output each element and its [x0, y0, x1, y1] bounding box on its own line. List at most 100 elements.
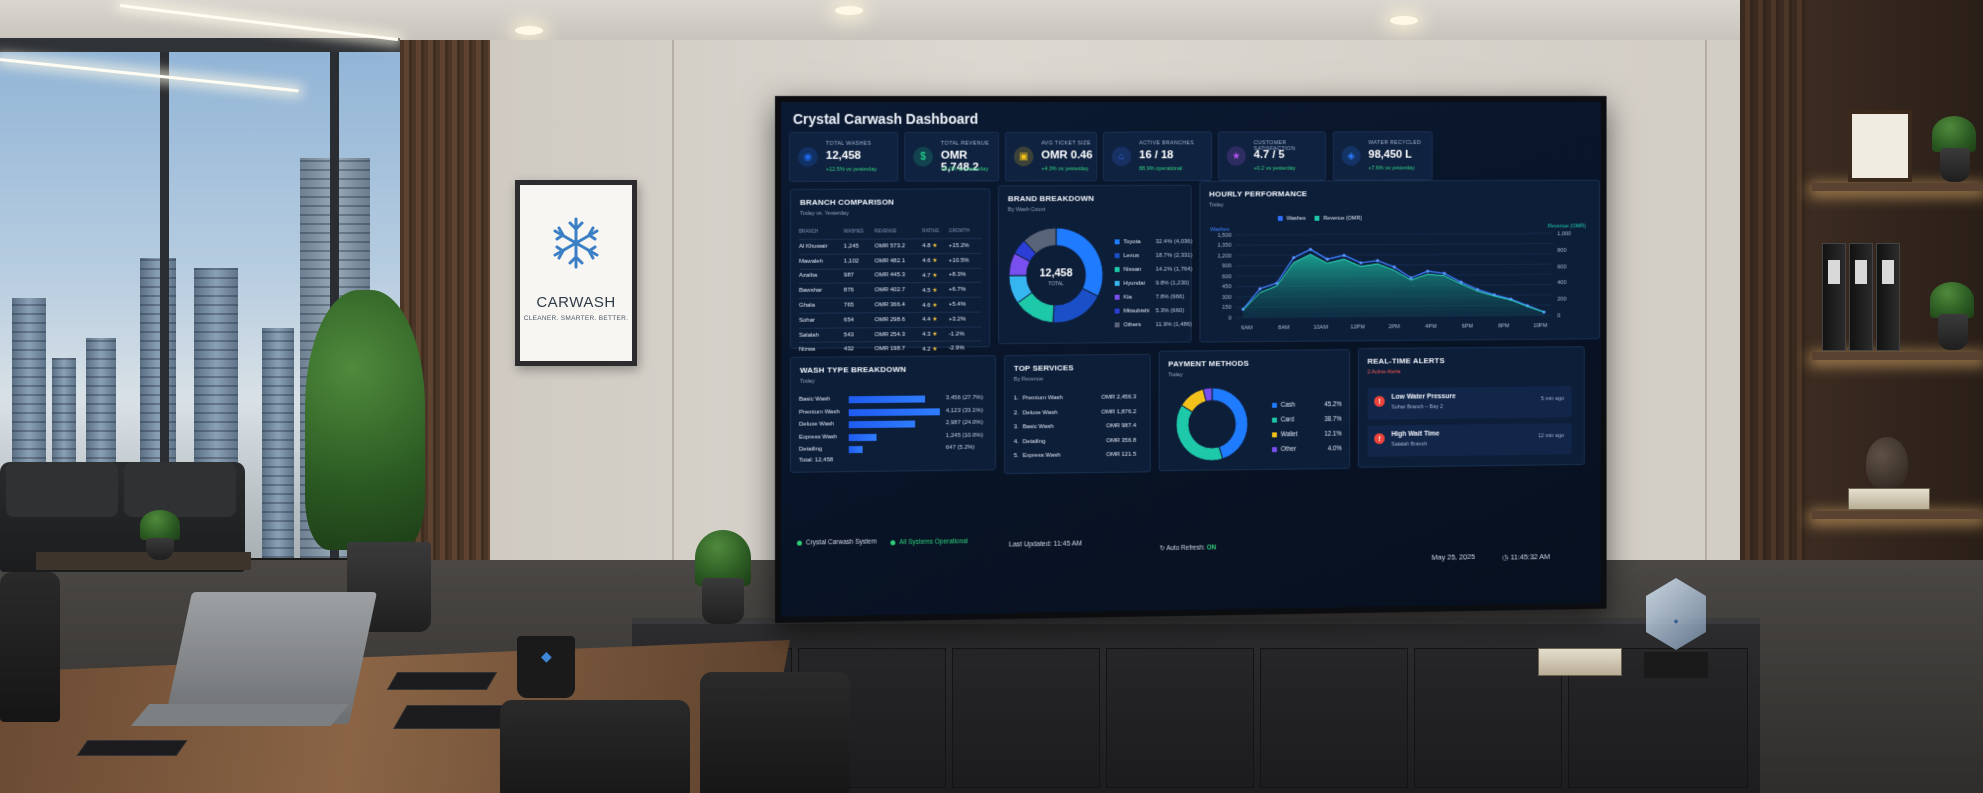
alert-title: High Wait Time [1391, 431, 1439, 438]
payment-legend-item[interactable]: Wallet 12.1% [1272, 431, 1341, 439]
revenue-area [1243, 253, 1544, 317]
washes-point[interactable] [1359, 261, 1362, 264]
legend-percent: 11.9% [1156, 322, 1172, 328]
wash-type-row[interactable]: Premium Wash 4,123 (33.1%) [799, 406, 991, 418]
legend-value: 9.8% (1,230) [1156, 280, 1189, 286]
payment-legend-item[interactable]: Other 4.0% [1272, 445, 1341, 453]
auto-refresh-toggle[interactable]: ↻ Auto Refresh: ON [1160, 543, 1217, 552]
column-header: GROWTH [949, 227, 981, 239]
plant-pot [702, 578, 744, 624]
washes-point[interactable] [1326, 258, 1329, 261]
panel-subtitle: Today [1168, 372, 1182, 378]
ceiling [0, 0, 1983, 40]
cell-branch: Mawaleh [799, 254, 844, 269]
legend-percent: 32.4% [1156, 239, 1173, 245]
washes-point[interactable] [1426, 270, 1429, 273]
office-chair [0, 572, 60, 722]
legend-count: 4,036 [1176, 239, 1191, 245]
washes-point[interactable] [1292, 256, 1295, 259]
brand-legend-item[interactable]: Nissan 14.2% (1,764) [1115, 267, 1142, 273]
service-rank: 4. [1014, 439, 1019, 445]
branch-icon: ⌂ [1112, 146, 1132, 166]
brand-legend-item[interactable]: Others 11.9% (1,486) [1115, 322, 1141, 328]
star-icon: ★ [931, 273, 938, 279]
service-rank: 1. [1014, 396, 1019, 402]
table-row[interactable]: Sohar 654 OMR 298.6 4.4 ★ +3.2% [799, 312, 981, 328]
legend-value: 7.8% (966) [1156, 294, 1185, 300]
legend-label: Mitsubishi [1123, 308, 1149, 314]
payment-legend-item[interactable]: Cash 45.2% [1272, 401, 1341, 409]
binder [1876, 243, 1900, 351]
legend-percent: 38.7% [1324, 416, 1341, 423]
service-row[interactable]: 2. Deluxe Wash OMR 1,876.2 [1014, 409, 1136, 416]
brand-legend-item[interactable]: Mitsubishi 5.3% (660) [1115, 308, 1150, 314]
washes-point[interactable] [1258, 287, 1261, 290]
alert-item[interactable]: ! Low Water Pressure Sohar Branch – Bay 2 5… [1367, 386, 1571, 419]
legend-label: Other [1281, 446, 1296, 453]
status-dot [797, 540, 802, 545]
legend-label: Wallet [1281, 431, 1298, 438]
service-row[interactable]: 5. Express Wash OMR 121.5 [1014, 452, 1136, 459]
table-row[interactable]: Mawaleh 1,102 OMR 482.1 4.6 ★ +10.5% [799, 253, 981, 269]
wash-type-row[interactable]: Deluxe Wash 2,987 (24.0%) [799, 419, 991, 431]
wash-type-row[interactable]: Basic Wash 3,456 (27.7%) [799, 394, 991, 406]
y-tick-label: 600 [1222, 274, 1231, 280]
table-row[interactable]: Bawshar 876 OMR 402.7 4.5 ★ +6.7% [799, 283, 981, 299]
washes-point[interactable] [1393, 265, 1396, 268]
wash-type-row[interactable]: Detailing 647 (5.2%) [799, 444, 991, 456]
coffee-mug: ◆ [517, 636, 575, 698]
washes-point[interactable] [1376, 259, 1379, 262]
column-header: RATING [922, 227, 948, 239]
washes-point[interactable] [1443, 272, 1446, 275]
cell-rating: 4.6 ★ [922, 297, 948, 312]
brand-legend-item[interactable]: Lexus 18.7% (2,331) [1115, 253, 1139, 259]
brand-slice[interactable] [1053, 288, 1098, 323]
vase [1866, 437, 1908, 489]
column-header: BRANCH [799, 228, 844, 240]
brand-legend-item[interactable]: Hyundai 9.8% (1,230) [1115, 281, 1145, 287]
cell-revenue: OMR 445.3 [875, 268, 923, 283]
kpi-value: 12,458 [826, 150, 861, 162]
payment-legend-item[interactable]: Card 38.7% [1272, 416, 1341, 424]
y2-tick-label: 0 [1557, 313, 1560, 319]
legend-swatch [1115, 322, 1120, 327]
legend-value: 32.4% (4,036) [1156, 239, 1193, 245]
service-row[interactable]: 3. Basic Wash OMR 987.4 [1014, 423, 1136, 430]
table-row[interactable]: Al Khuwair 1,245 OMR 573.2 4.8 ★ +15.2% [799, 239, 981, 255]
plant-pot [146, 538, 174, 560]
cell-growth: +6.7% [949, 283, 981, 298]
brand-legend-item[interactable]: Kia 7.8% (966) [1115, 295, 1132, 301]
washes-point[interactable] [1343, 254, 1346, 257]
legend-swatch [1115, 267, 1120, 272]
panel-title: TOP SERVICES [1014, 363, 1074, 372]
laptop-keyboard [131, 704, 349, 726]
ceiling-light [835, 6, 863, 15]
table-row[interactable]: Salalah 543 OMR 254.3 4.3 ★ -1.2% [799, 327, 981, 343]
office-chair [500, 700, 690, 793]
wash-type-row[interactable]: Express Wash 1,245 (10.0%) [799, 431, 991, 443]
washes-point[interactable] [1309, 248, 1312, 251]
shelf [1812, 511, 1983, 519]
cell-rating: 4.4 ★ [922, 312, 948, 327]
legend-percent: 14.2% [1156, 267, 1173, 273]
x-tick-label: 8AM [1278, 325, 1290, 331]
realtime-alerts-panel: REAL-TIME ALERTS 2 Active Alerts ! Low Wa… [1358, 346, 1585, 468]
rating-value: 4.3 [922, 332, 930, 338]
star-icon: ★ [931, 288, 938, 294]
service-row[interactable]: 1. Premium Wash OMR 2,456.3 [1014, 394, 1136, 401]
alert-item[interactable]: ! High Wait Time Salalah Branch 12 min ago [1367, 423, 1571, 457]
service-name: Deluxe Wash [1023, 410, 1058, 416]
payment-slice[interactable] [1176, 405, 1223, 461]
service-row[interactable]: 4. Detailing OMR 356.8 [1014, 437, 1136, 444]
y-tick-label: 150 [1222, 305, 1231, 311]
plant-pot [1940, 148, 1970, 182]
x-tick-label: 6PM [1462, 324, 1474, 330]
rating-value: 4.7 [922, 273, 930, 279]
wash-type-value: 3,456 (27.7%) [946, 395, 983, 401]
table-row[interactable]: Azaiba 987 OMR 445.3 4.7 ★ +8.3% [799, 268, 981, 284]
alert-time: 5 min ago [1541, 396, 1564, 402]
system-status: All Systems Operational [890, 538, 967, 546]
table-row[interactable]: Ghala 765 OMR 366.4 4.6 ★ +5.4% [799, 297, 981, 313]
star-icon: ★ [931, 347, 938, 353]
brand-legend-item[interactable]: Toyota 32.4% (4,036) [1115, 239, 1141, 245]
